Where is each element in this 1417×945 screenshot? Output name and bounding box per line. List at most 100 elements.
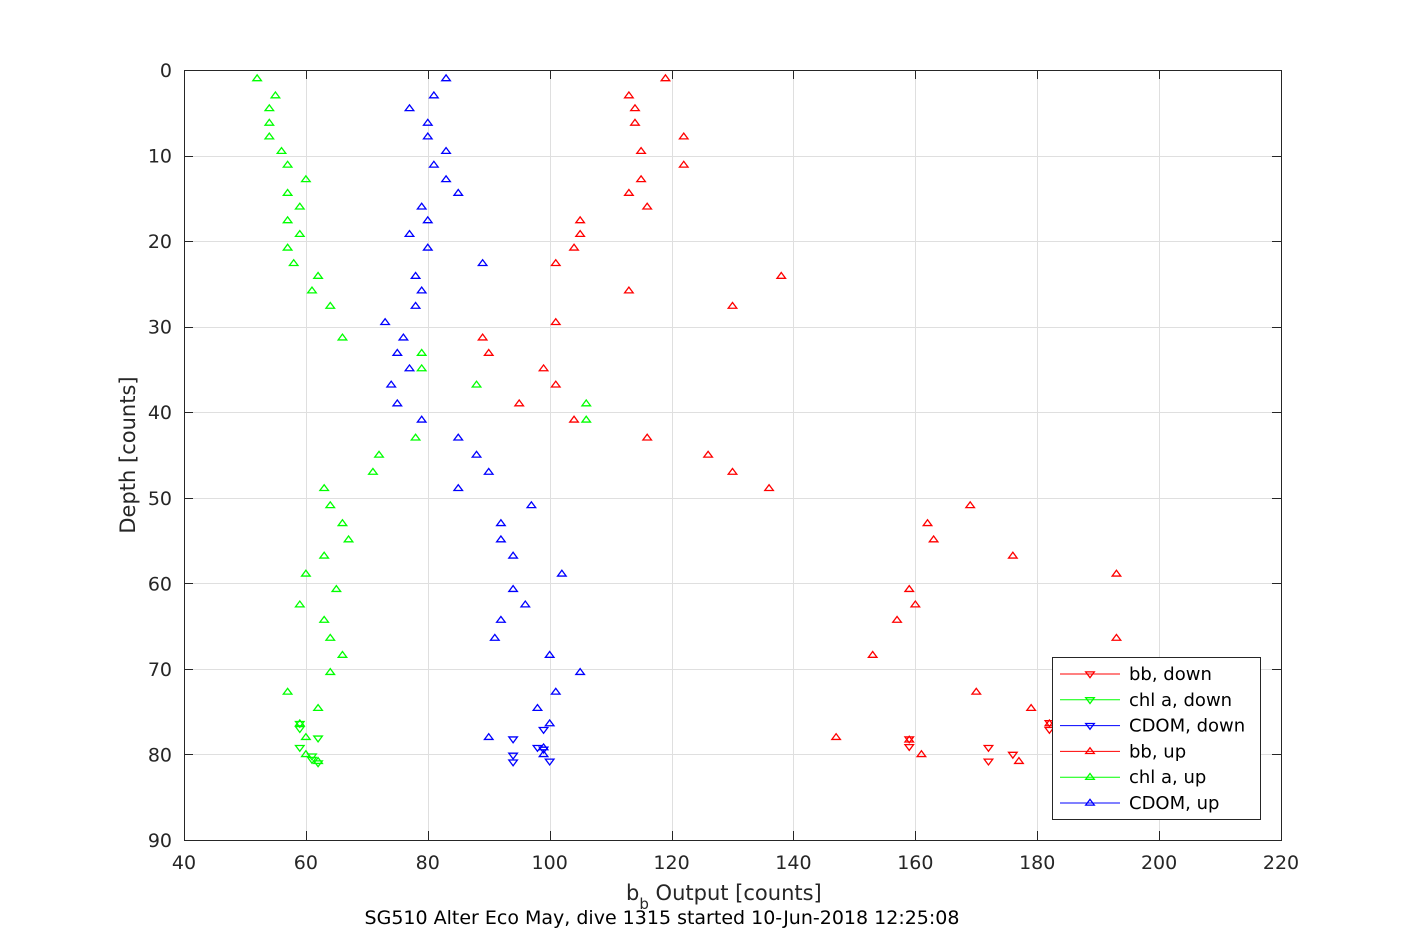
data-point-up-marker — [288, 258, 300, 267]
legend-entry-label: bb, up — [1129, 741, 1186, 762]
data-point-up-marker — [623, 90, 635, 99]
data-point-up-marker — [629, 118, 641, 126]
axes-frame — [184, 70, 1282, 841]
chart-caption: SG510 Alter Eco May, dive 1315 started 1… — [365, 907, 960, 929]
legend: bb, down chl a, down CDOM, down bb, up chl a… — [1052, 657, 1261, 820]
data-point-up-marker — [623, 188, 635, 196]
data-point-up-marker — [300, 732, 312, 741]
data-point-up-marker — [422, 243, 434, 251]
data-point-up-marker — [385, 380, 397, 388]
data-point-up-marker — [282, 687, 294, 695]
data-point-up-marker — [513, 398, 525, 407]
data-point-up-marker — [623, 285, 635, 294]
data-point-up-marker — [312, 703, 324, 712]
data-point-up-marker — [263, 131, 275, 140]
data-point-up-marker — [970, 687, 982, 695]
data-point-up-marker — [416, 202, 428, 210]
data-point-up-marker — [550, 317, 562, 326]
x-tick-label: 220 — [1263, 852, 1299, 874]
data-point-up-marker — [470, 450, 483, 458]
data-point-up-marker — [531, 703, 544, 712]
data-point-up-marker — [1110, 633, 1123, 641]
data-point-down-marker — [1007, 751, 1019, 760]
data-point-up-marker — [507, 584, 519, 593]
y-axis-label: Depth [counts] — [116, 376, 140, 533]
data-point-up-marker — [282, 188, 294, 196]
legend-marker — [1084, 671, 1096, 679]
data-point-up-marker — [1110, 569, 1123, 577]
data-point-up-marker — [1043, 718, 1056, 727]
data-point-up-marker — [470, 380, 483, 388]
data-point-up-marker — [495, 518, 507, 527]
data-point-up-marker — [483, 467, 495, 475]
data-point-up-marker — [1007, 551, 1019, 559]
data-point-up-marker — [330, 584, 342, 593]
x-tick-label: 140 — [775, 852, 811, 874]
data-point-up-marker — [440, 174, 452, 183]
data-point-up-marker — [550, 687, 562, 695]
axis-ticks: 40 60 80 100 120 140 160 180 200 220 0 10 20 30 40 50 60… — [148, 60, 1299, 874]
data-point-up-marker — [891, 615, 903, 623]
data-point-up-marker — [275, 146, 288, 155]
data-point-up-marker — [525, 500, 537, 509]
legend-entry-label: chl a, up — [1129, 767, 1206, 788]
x-axis-label-main: b — [626, 881, 639, 905]
data-point-up-marker — [428, 160, 440, 168]
data-point-up-marker — [550, 380, 562, 388]
data-series — [251, 73, 1123, 768]
data-point-up-marker — [403, 103, 416, 112]
data-point-up-marker — [495, 615, 507, 623]
data-point-up-marker — [409, 301, 422, 309]
data-point-up-marker — [300, 749, 312, 758]
x-axis-label-rest: Output [counts] — [649, 881, 822, 905]
data-point-up-marker — [367, 467, 379, 475]
data-point-up-marker — [629, 103, 641, 112]
data-point-up-marker — [318, 551, 330, 559]
data-point-up-marker — [409, 271, 422, 279]
series-3 — [477, 73, 1123, 765]
data-point-up-marker — [921, 518, 934, 527]
data-point-up-marker — [519, 599, 531, 608]
data-point-up-marker — [915, 749, 928, 758]
data-point-down-marker — [306, 756, 318, 765]
data-point-up-marker — [440, 146, 452, 155]
x-tick-label: 60 — [294, 852, 318, 874]
data-point-up-marker — [416, 285, 428, 294]
legend-entry-label: CDOM, down — [1129, 716, 1245, 737]
data-point-up-marker — [507, 551, 519, 559]
legend-marker — [1084, 697, 1096, 705]
data-point-up-marker — [282, 215, 294, 224]
data-point-down-marker — [507, 752, 519, 761]
y-tick-label: 30 — [148, 317, 172, 339]
data-point-up-marker — [580, 398, 592, 407]
data-point-up-marker — [379, 317, 391, 326]
data-point-up-marker — [336, 333, 349, 341]
x-tick-label: 100 — [532, 852, 568, 874]
y-tick-label: 10 — [148, 146, 172, 168]
data-point-up-marker — [775, 271, 787, 279]
data-point-up-marker — [263, 118, 275, 126]
data-point-up-marker — [830, 732, 842, 741]
data-point-up-marker — [477, 333, 489, 341]
data-point-up-marker — [550, 258, 562, 267]
data-point-up-marker — [635, 174, 647, 183]
data-point-up-marker — [391, 398, 403, 407]
data-point-up-marker — [678, 131, 690, 140]
data-point-up-marker — [726, 467, 739, 475]
legend-marker — [1084, 722, 1096, 731]
data-point-up-marker — [544, 650, 556, 658]
data-point-up-marker — [324, 667, 336, 676]
y-tick-label: 60 — [148, 573, 172, 595]
data-point-up-marker — [452, 188, 464, 196]
data-point-up-marker — [867, 650, 879, 658]
data-point-up-marker — [294, 202, 306, 210]
data-point-up-marker — [568, 415, 580, 423]
data-point-up-marker — [312, 756, 324, 765]
data-point-down-marker — [1043, 726, 1056, 735]
data-point-down-marker — [544, 758, 556, 767]
y-tick-label: 0 — [160, 60, 172, 82]
data-point-up-marker — [373, 450, 385, 458]
x-axis-label-subscript: b — [639, 895, 649, 913]
data-point-up-marker — [422, 131, 434, 140]
